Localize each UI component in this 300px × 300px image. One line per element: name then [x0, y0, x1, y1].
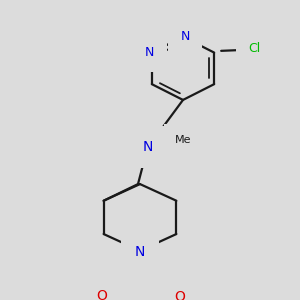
Text: Cl: Cl: [248, 42, 260, 55]
Text: Me: Me: [175, 135, 191, 145]
Text: N: N: [180, 30, 190, 43]
Text: O: O: [97, 289, 107, 300]
Text: O: O: [175, 290, 185, 300]
Text: N: N: [135, 245, 145, 260]
Text: N: N: [143, 140, 153, 154]
Text: N: N: [145, 46, 154, 59]
